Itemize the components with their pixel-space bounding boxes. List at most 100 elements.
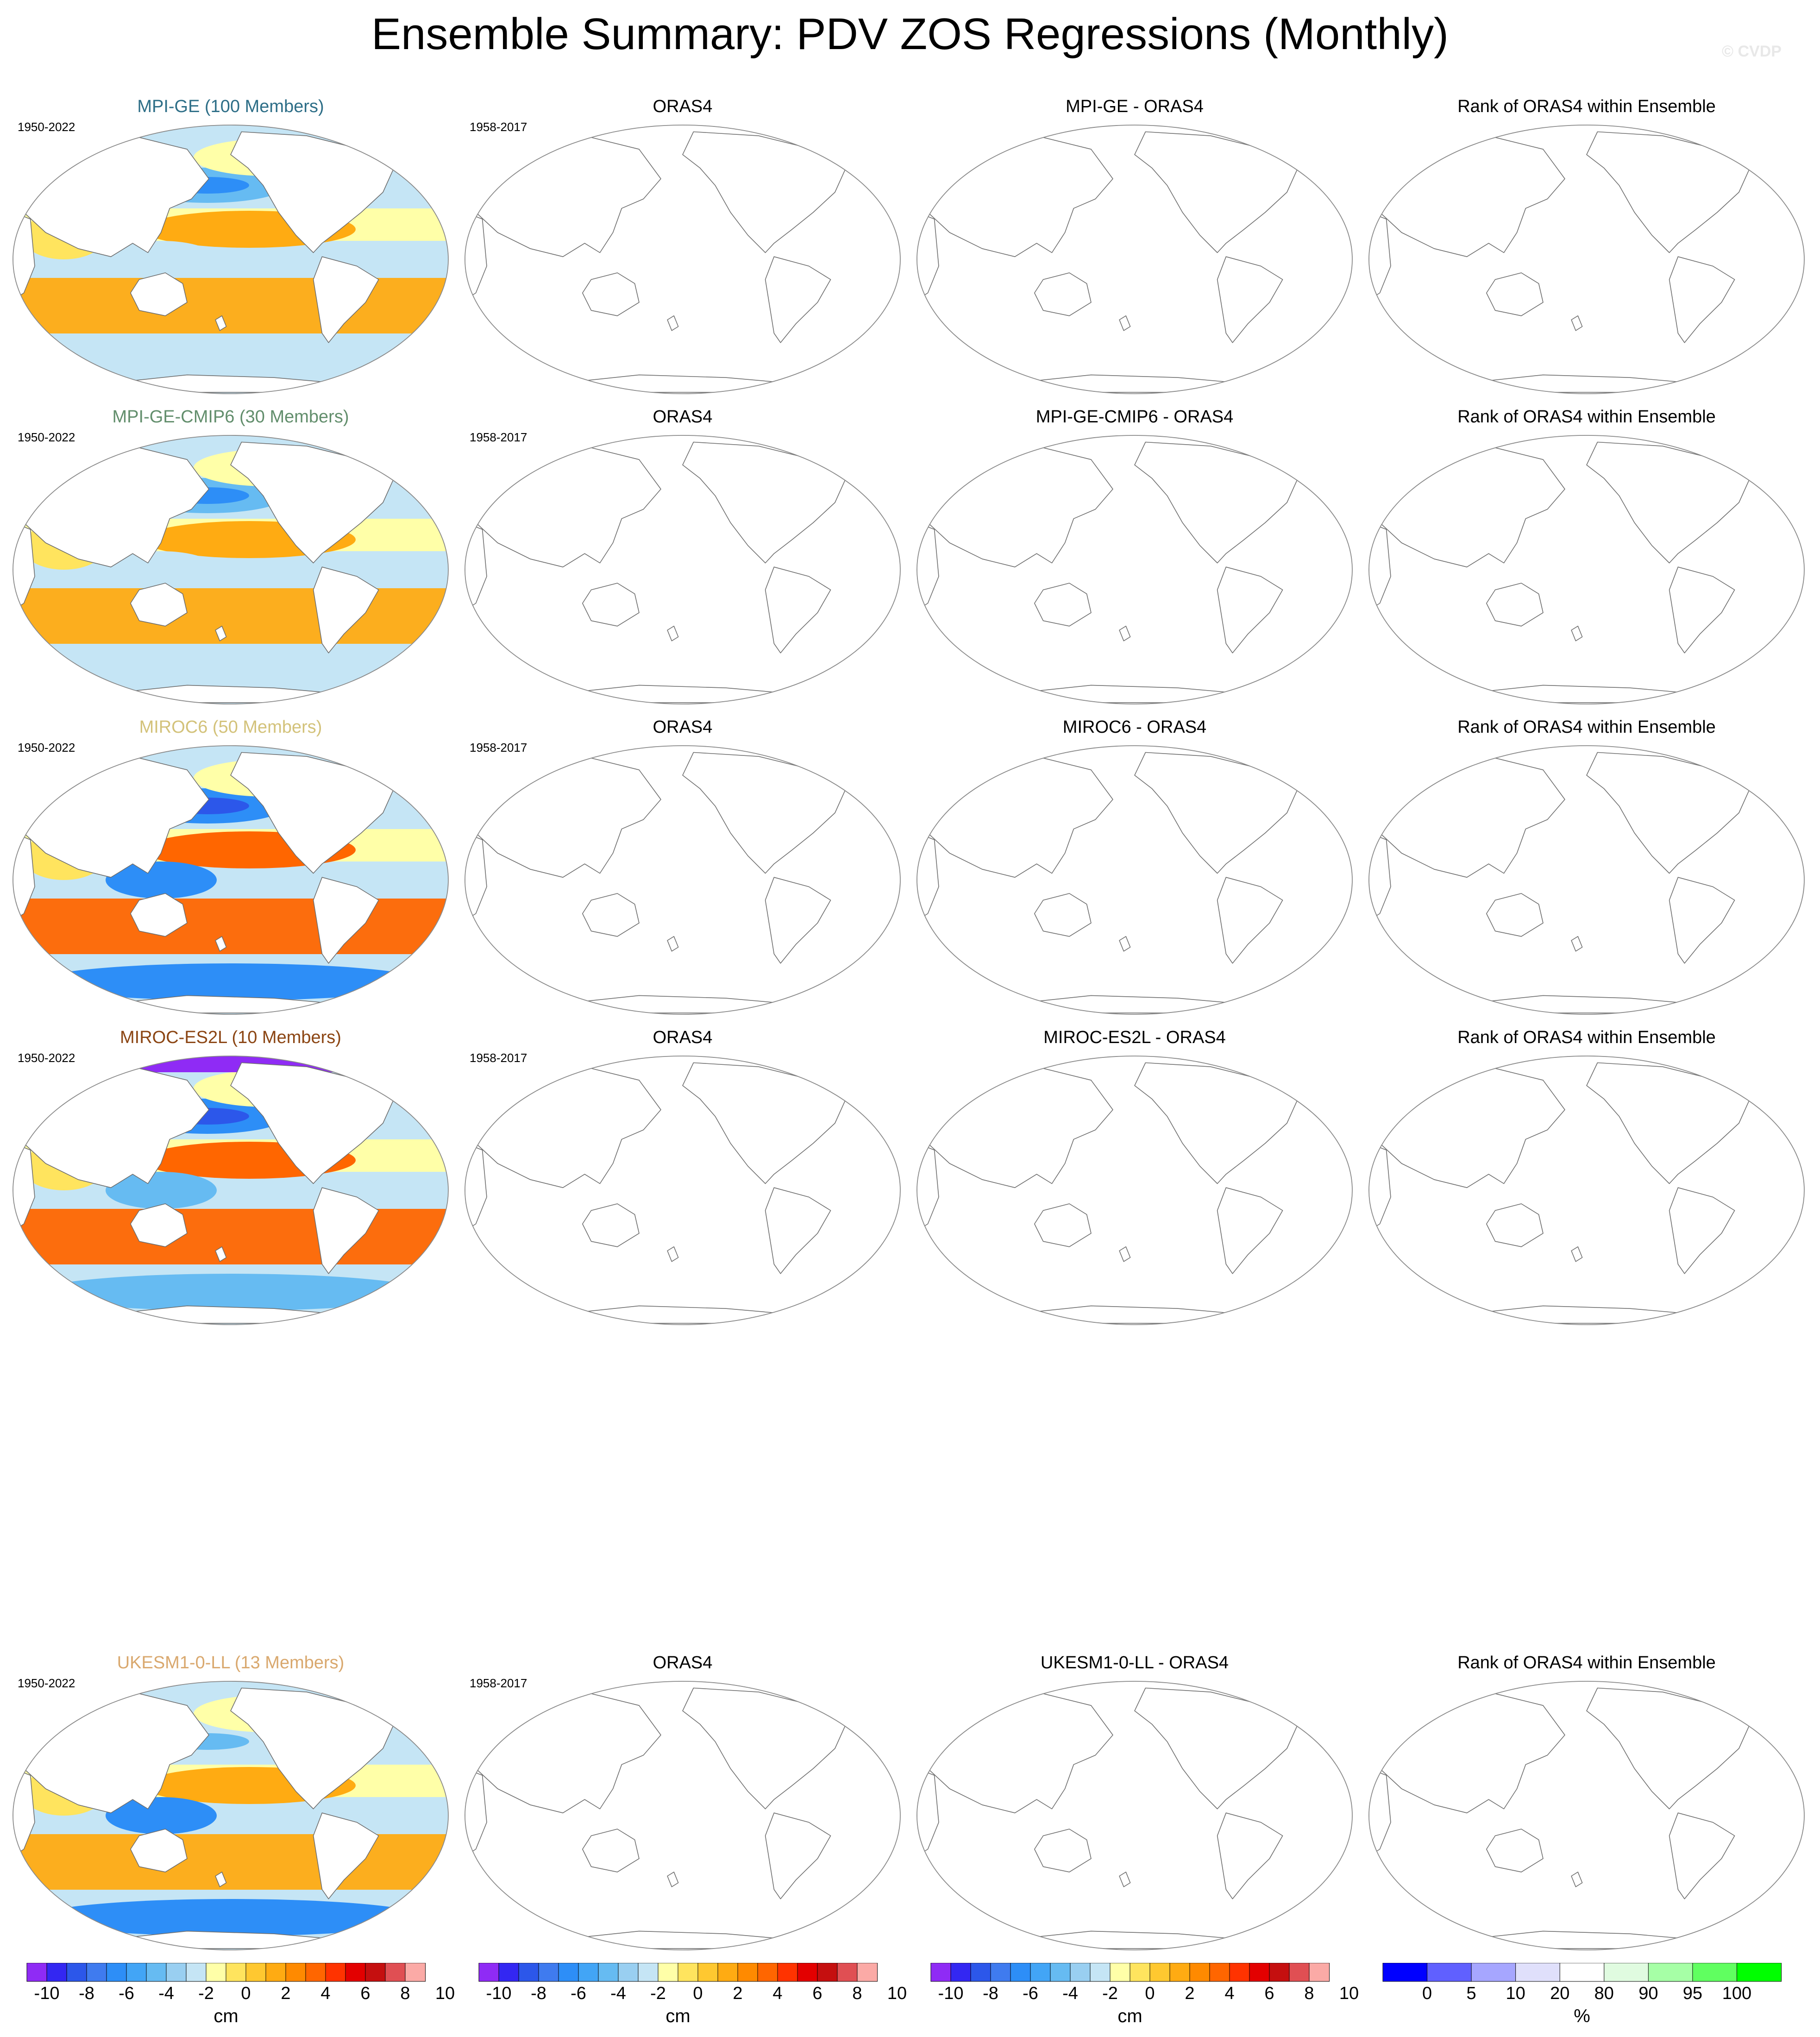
coastline-samerica [765,566,831,654]
colorbar-tick-label: -2 [1102,1984,1118,2003]
map-frame [1368,435,1805,704]
zos-colorbar: -10 -8 -6 -4 -2 0 2 4 6 8 10 cm [8,1963,455,2032]
colorbar-tick-label: 4 [320,1984,331,2003]
coastline-nz [215,1872,227,1887]
coastline-africa_edge [1369,212,1391,300]
colorbar-swatch [1249,1963,1270,1982]
colorbar-swatch [1189,1963,1210,1982]
colorbar-swatch [405,1963,426,1982]
colorbar-swatch [285,1963,306,1982]
map-frame [916,125,1353,394]
colorbar-swatch [245,1963,266,1982]
coastline-africa_edge [465,832,487,921]
robinson-map [1368,435,1805,704]
colorbar-swatch [697,1963,718,1982]
coastline-australia [130,893,188,937]
ensemble-panel: MIROC6 (50 Members) 1950-2022 [8,716,453,1022]
southern-subtropic-band [13,1209,448,1264]
coastline-greenland [839,131,875,163]
map-frame [13,435,449,704]
coastline-africa_edge [13,832,35,921]
coastline-africa_edge [1369,1143,1391,1231]
colorbar-swatch [1309,1963,1330,1982]
panel-title: MPI-GE (100 Members) [137,97,324,116]
colorbar-swatch [146,1963,167,1982]
coastline-australia [130,1203,188,1247]
coastline-nz [1119,1872,1131,1887]
robinson-map [13,435,449,704]
colorbar-tick-label: -4 [1062,1984,1078,2003]
ocean-background [917,125,1352,394]
colorbar-tick-label: -8 [79,1984,94,2003]
coastline-africa_edge [1369,522,1391,610]
colorbar-swatch [365,1963,386,1982]
coastline-africa_edge [465,1768,487,1856]
ocean-background [917,435,1352,704]
ocean-background [917,746,1352,1014]
ocean-background [1369,1056,1804,1325]
obs-panel: ORAS4 1958-2017 [460,406,905,711]
robinson-map [916,1056,1353,1325]
coastline-asia [1379,446,1565,567]
panel-title: Rank of ORAS4 within Ensemble [1457,1653,1716,1672]
coastline-nz [1571,626,1583,641]
coastline-asia [475,135,661,257]
coastline-greenland [839,1687,875,1719]
colorbar-swatch [26,1963,47,1982]
obs-panel: ORAS4 1958-2017 [460,1652,905,1957]
ocean-background [1369,1681,1804,1950]
coastline-asia [927,135,1113,257]
coastline-africa_edge [13,1768,35,1856]
coastline-greenland [839,441,875,473]
robinson-map [464,1056,901,1325]
colorbar-tick-label: 100 [1722,1984,1752,2003]
colorbar-swatch [1169,1963,1190,1982]
map-frame [916,745,1353,1015]
panel-title: MIROC6 (50 Members) [139,717,322,737]
panel-title: ORAS4 [653,1653,713,1672]
coastline-nz [215,315,227,331]
panel-title: ORAS4 [653,1028,713,1047]
ocean-background [917,1681,1352,1950]
coastline-africa_edge [465,522,487,610]
coastline-asia [475,446,661,567]
coastline-asia [475,1691,661,1813]
map-frame [1368,1681,1805,1950]
coastline-asia [1379,135,1565,257]
coastline-africa_edge [13,522,35,610]
colorbar-tick-label: -8 [531,1984,546,2003]
ocean-background [1369,435,1804,704]
panel-years: 1950-2022 [18,120,75,134]
robinson-map [464,435,901,704]
coastline-australia [582,583,640,627]
colorbar-swatch [717,1963,738,1982]
coastline-nz [1119,626,1131,641]
coastline-nz [667,1246,679,1262]
panel-title: MIROC6 - ORAS4 [1062,717,1207,737]
panel-years: 1950-2022 [18,741,75,754]
colorbar-tick-label: 10 [1339,1984,1359,2003]
coastline-greenland [387,1687,423,1719]
coastline-australia [1034,893,1092,937]
colorbar-swatch [498,1963,519,1982]
zos-colorbar: -10 -8 -6 -4 -2 0 2 4 6 8 10 cm [460,1963,907,2032]
coastline-nz [1119,936,1131,952]
colorbar-swatch [126,1963,147,1982]
ensemble-panel: MIROC-ES2L (10 Members) 1950-2022 [8,1026,453,1332]
coastline-africa_edge [465,1143,487,1231]
coastline-nz [667,1872,679,1887]
coastline-nz [667,315,679,331]
colorbar-tick-label: 6 [1264,1984,1274,2003]
colorbar-swatch [737,1963,758,1982]
robinson-map [13,125,449,394]
difference-panel: MIROC-ES2L - ORAS4 [912,1026,1357,1332]
panel-years: 1958-2017 [470,430,527,444]
robinson-map [13,745,449,1015]
coastline-africa_edge [917,212,939,300]
southern-ocean-band [36,343,425,380]
colorbar-swatch [1382,1963,1428,1982]
coastline-asia [1379,1691,1565,1813]
coastline-nz [1119,315,1131,331]
colorbar-swatch [1070,1963,1091,1982]
robinson-map [1368,125,1805,394]
